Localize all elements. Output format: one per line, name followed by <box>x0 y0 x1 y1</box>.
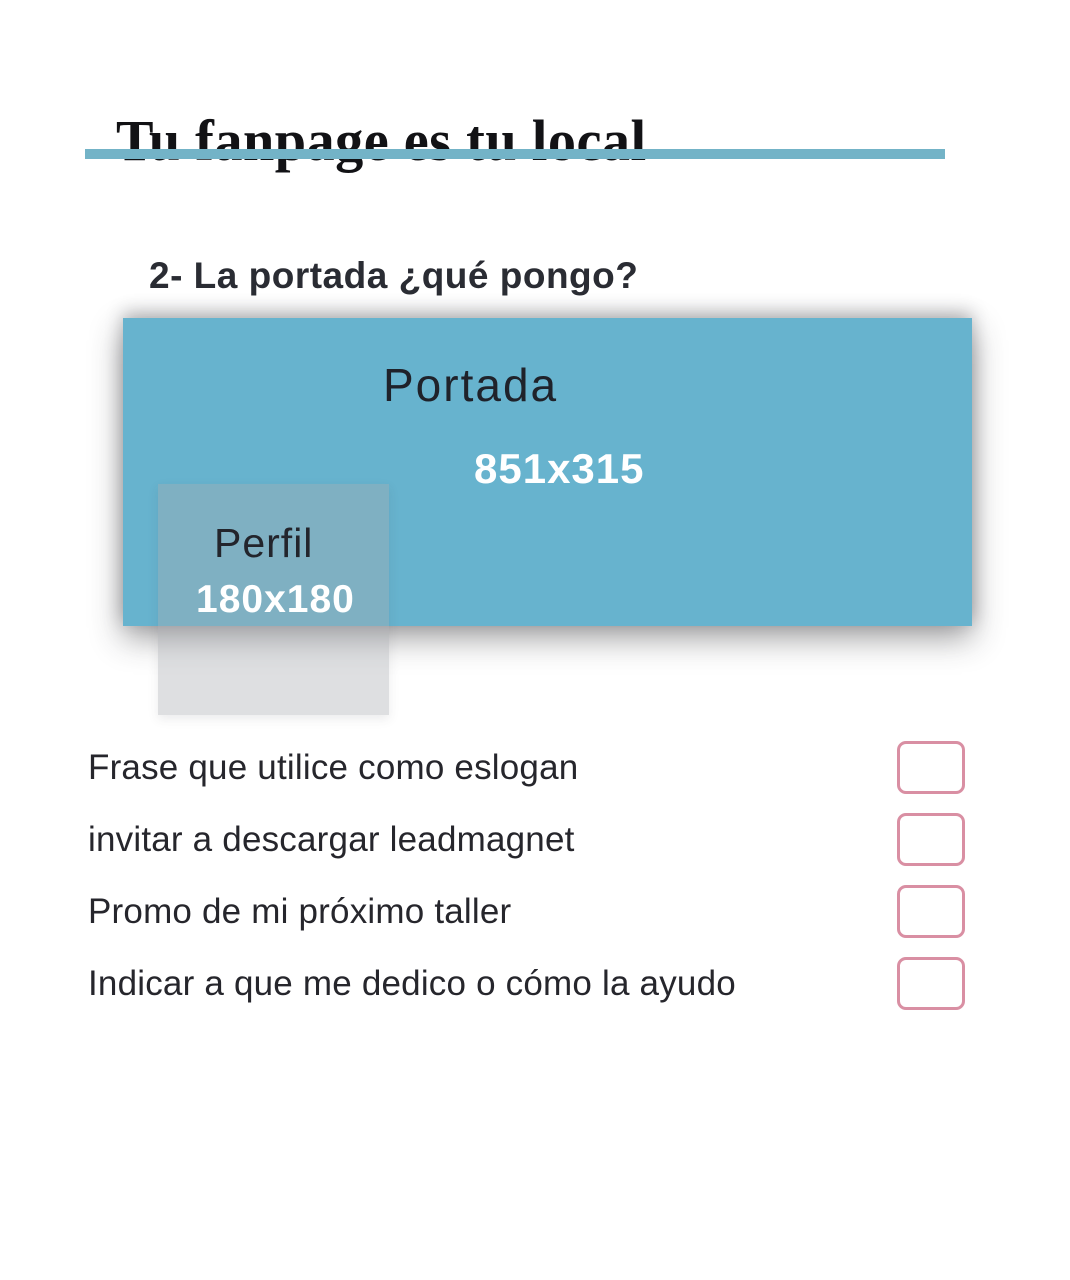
title-underline-divider <box>85 149 945 159</box>
checklist-row: Indicar a que me dedico o cómo la ayudo <box>88 957 965 1010</box>
page-title: Tu fanpage es tu local <box>116 107 647 173</box>
cover-size-box <box>123 318 972 626</box>
checklist-item-label: Promo de mi próximo taller <box>88 891 512 931</box>
profile-dimensions: 180x180 <box>196 578 355 621</box>
cover-label: Portada <box>383 359 559 411</box>
section-heading: 2- La portada ¿qué pongo? <box>149 254 639 296</box>
checkbox-leadmagnet[interactable] <box>897 813 965 866</box>
profile-label: Perfil <box>214 520 314 566</box>
checklist-row: invitar a descargar leadmagnet <box>88 813 965 866</box>
checkbox-dedico-ayudo[interactable] <box>897 957 965 1010</box>
cover-dimensions: 851x315 <box>474 445 645 492</box>
profile-size-box <box>158 484 389 715</box>
checklist-item-label: Frase que utilice como eslogan <box>88 747 579 787</box>
checklist-item-label: invitar a descargar leadmagnet <box>88 819 575 859</box>
checklist-item-label: Indicar a que me dedico o cómo la ayudo <box>88 963 736 1003</box>
checkbox-eslogan[interactable] <box>897 741 965 794</box>
checklist-row: Frase que utilice como eslogan <box>88 741 965 794</box>
checkbox-promo-taller[interactable] <box>897 885 965 938</box>
checklist-row: Promo de mi próximo taller <box>88 885 965 938</box>
cover-content-checklist: Frase que utilice como eslogan invitar a… <box>88 741 965 1029</box>
